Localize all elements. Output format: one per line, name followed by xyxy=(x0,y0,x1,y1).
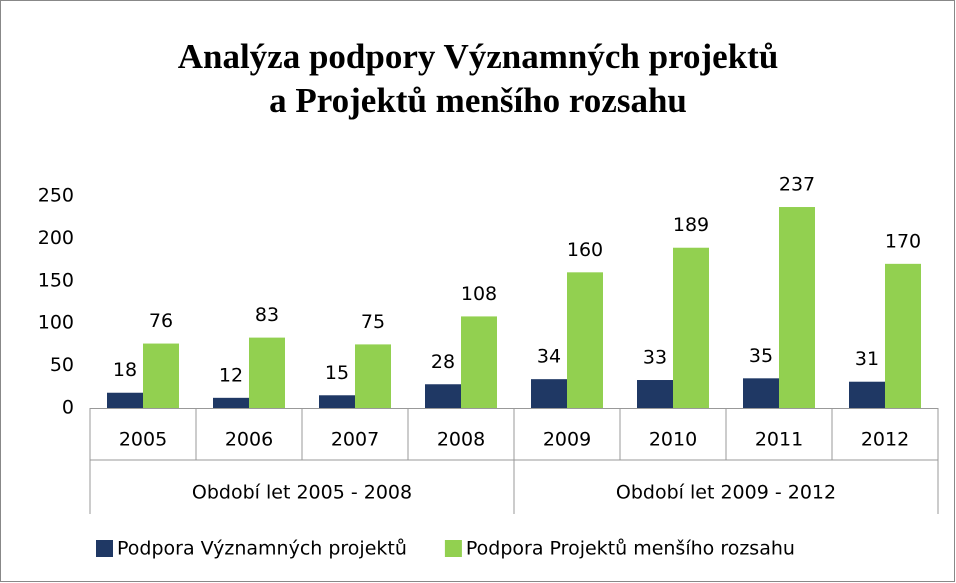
x-tick-label: 2012 xyxy=(861,429,909,451)
bar xyxy=(567,272,603,408)
y-tick-label: 0 xyxy=(62,397,74,419)
legend-label: Podpora Významných projektů xyxy=(117,538,407,560)
legend-swatch xyxy=(96,540,113,557)
bar xyxy=(849,381,885,408)
bar xyxy=(637,380,673,408)
group-label: Období let 2009 - 2012 xyxy=(616,482,836,504)
chart-title: Analýza podpory Významných projektů xyxy=(178,37,779,76)
data-label: 170 xyxy=(885,230,921,252)
legend-swatch xyxy=(444,540,462,557)
y-tick-label: 50 xyxy=(50,354,74,376)
bar xyxy=(461,316,497,408)
data-label: 35 xyxy=(749,345,773,367)
bar xyxy=(743,378,779,408)
bar xyxy=(673,247,709,408)
data-label: 189 xyxy=(673,214,709,236)
chart-title: a Projektů menšího rozsahu xyxy=(269,81,687,120)
x-tick-label: 2006 xyxy=(225,429,273,451)
data-label: 75 xyxy=(361,311,385,333)
data-label: 28 xyxy=(431,351,455,373)
bar xyxy=(249,337,285,408)
data-label: 160 xyxy=(567,239,603,261)
data-label: 12 xyxy=(219,364,243,386)
y-tick-label: 100 xyxy=(38,312,74,334)
bar xyxy=(425,384,461,408)
data-label: 31 xyxy=(855,348,879,370)
x-tick-label: 2011 xyxy=(755,429,803,451)
data-label: 237 xyxy=(779,174,815,196)
data-label: 83 xyxy=(255,304,279,326)
data-label: 76 xyxy=(149,310,173,332)
data-label: 15 xyxy=(325,362,349,384)
bar xyxy=(355,344,391,408)
y-tick-label: 250 xyxy=(38,185,74,207)
x-tick-label: 2009 xyxy=(543,429,591,451)
x-tick-label: 2005 xyxy=(119,429,167,451)
data-label: 108 xyxy=(461,283,497,305)
bar xyxy=(779,207,815,408)
y-tick-label: 200 xyxy=(38,227,74,249)
bar xyxy=(885,263,921,408)
bar xyxy=(531,379,567,408)
bar xyxy=(213,397,249,408)
group-label: Období let 2005 - 2008 xyxy=(192,482,412,504)
data-label: 34 xyxy=(537,346,561,368)
bar xyxy=(143,343,179,408)
bar xyxy=(319,395,355,408)
x-tick-label: 2007 xyxy=(331,429,379,451)
data-label: 33 xyxy=(643,347,667,369)
y-tick-label: 150 xyxy=(38,269,74,291)
bar xyxy=(107,392,143,408)
data-label: 18 xyxy=(113,359,137,381)
legend-label: Podpora Projektů menšího rozsahu xyxy=(466,538,795,560)
x-tick-label: 2008 xyxy=(437,429,485,451)
x-tick-label: 2010 xyxy=(649,429,697,451)
